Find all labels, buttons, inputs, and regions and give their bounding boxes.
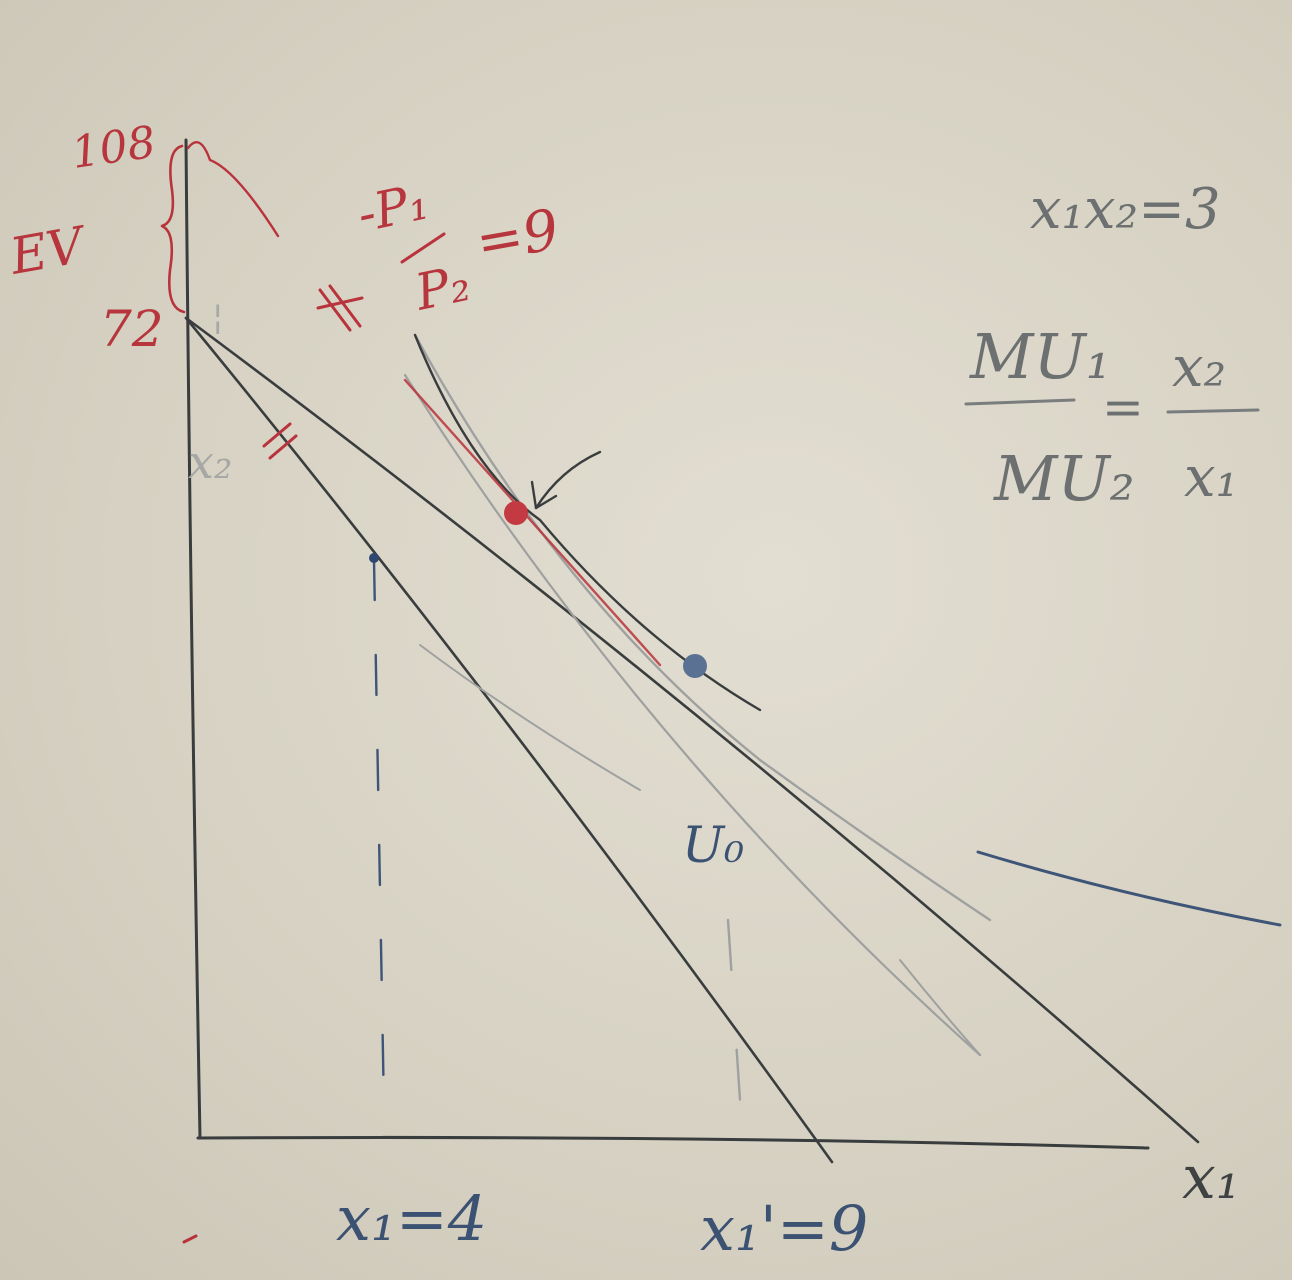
arrow-head — [530, 480, 558, 510]
faint-smudge: ¦ — [212, 297, 223, 337]
arrow-to-point — [534, 450, 602, 510]
mrs-equals: = — [1102, 378, 1144, 436]
new-bundle-point — [683, 654, 707, 678]
faint-arc-lower — [419, 644, 641, 791]
ev-top-value: 108 — [68, 117, 158, 179]
parallel-mark-lower — [262, 422, 298, 460]
mrs-fraction-bar — [964, 398, 1076, 406]
compensating-budget-line — [403, 373, 982, 1057]
mrs-rhs-denominator: x₁ — [1184, 445, 1238, 510]
mrs-rhs-fraction-bar — [1166, 408, 1260, 414]
stray-mark — [182, 1234, 198, 1244]
x1-new-label: x₁'=9 — [700, 1192, 868, 1265]
x2-axis-label: x₂ — [188, 435, 232, 489]
indifference-curve-faint — [413, 333, 992, 922]
ev-bottom-value: 72 — [100, 300, 164, 358]
price-ratio-numerator: -P₁ — [352, 172, 433, 243]
parallel-mark-upper — [316, 284, 364, 332]
drop-line-x1-4 — [372, 558, 386, 1112]
ev-label: EV — [5, 215, 92, 286]
horizontal-axis — [196, 1135, 1150, 1150]
tangent-line — [403, 378, 662, 667]
price-ratio-value: =9 — [471, 197, 564, 275]
mrs-denominator: MU₂ — [993, 442, 1135, 515]
mrs-rhs-numerator: x₂ — [1172, 335, 1226, 400]
mrs-numerator: MU₁ — [969, 320, 1111, 393]
ev-brace — [160, 144, 186, 314]
compensated-bundle-point — [504, 501, 528, 525]
faint-arc-right — [899, 959, 981, 1056]
vertical-axis — [184, 138, 202, 1140]
x1-axis-label: x₁ — [1182, 1143, 1240, 1213]
price-ratio-denominator: P₂ — [409, 254, 475, 322]
indifference-curve-upper — [413, 333, 762, 712]
utility-function: x₁x₂=3 — [1030, 177, 1221, 242]
budget-line-flat — [184, 316, 1200, 1144]
budget-line-steep — [184, 316, 834, 1164]
indifference-curve-label: U₀ — [682, 816, 744, 874]
indifference-curve-tail — [976, 850, 1282, 927]
x1-initial-label: x₁=4 — [336, 1182, 487, 1255]
price-ratio-fraction-bar — [400, 232, 446, 264]
initial-bundle-point — [369, 553, 379, 563]
drop-line-x1-9 — [726, 918, 742, 1102]
ev-curve — [186, 141, 280, 238]
